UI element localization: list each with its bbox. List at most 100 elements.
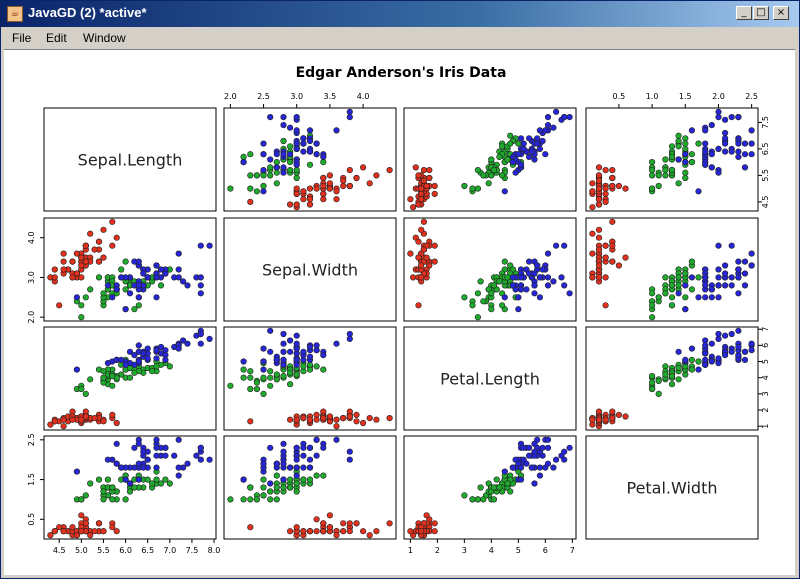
- data-point: [741, 151, 749, 158]
- data-point: [320, 190, 327, 197]
- data-point: [300, 528, 307, 535]
- data-point: [82, 492, 89, 499]
- data-point: [675, 274, 682, 281]
- data-point: [153, 274, 160, 281]
- data-point: [293, 332, 300, 339]
- data-point: [517, 286, 525, 293]
- minimize-button[interactable]: _: [736, 6, 752, 20]
- data-point: [280, 151, 287, 158]
- data-point: [247, 185, 254, 192]
- data-point: [373, 172, 380, 179]
- menu-file[interactable]: File: [12, 31, 32, 45]
- data-point: [507, 132, 514, 139]
- data-point: [293, 480, 300, 487]
- data-point: [715, 242, 722, 249]
- data-point: [346, 448, 353, 455]
- data-point: [100, 290, 107, 297]
- data-point: [702, 350, 709, 357]
- data-point: [721, 352, 729, 359]
- data-point: [386, 520, 393, 527]
- data-point: [313, 347, 320, 354]
- data-point: [320, 472, 327, 479]
- data-point: [267, 382, 274, 389]
- data-point: [741, 270, 749, 277]
- data-point: [346, 413, 353, 420]
- data-point: [293, 190, 300, 197]
- data-point: [126, 488, 134, 495]
- data-point: [113, 286, 120, 293]
- data-point: [175, 464, 182, 471]
- data-point: [609, 242, 616, 249]
- data-point: [47, 421, 54, 428]
- data-point: [287, 464, 294, 471]
- data-point: [122, 361, 129, 368]
- data-point: [525, 135, 533, 142]
- data-point: [595, 201, 603, 208]
- data-point: [415, 238, 422, 245]
- data-point: [423, 182, 430, 190]
- data-point: [197, 340, 204, 347]
- data-point: [104, 476, 111, 483]
- data-point: [496, 153, 503, 160]
- data-point: [197, 290, 204, 297]
- data-point: [306, 201, 314, 208]
- data-point: [280, 348, 287, 355]
- maximize-button[interactable]: □: [753, 6, 769, 20]
- data-point: [602, 198, 609, 205]
- data-point: [353, 520, 360, 527]
- data-point: [280, 440, 287, 447]
- menu-window[interactable]: Window: [83, 31, 126, 45]
- data-point: [688, 366, 696, 373]
- data-point: [280, 169, 287, 176]
- data-point: [300, 444, 307, 451]
- data-point: [95, 238, 103, 245]
- data-point: [306, 464, 314, 471]
- data-point: [287, 528, 294, 535]
- data-point: [748, 151, 755, 158]
- title-bar[interactable]: ☕ JavaGD (2) *active* _ □ ×: [1, 1, 799, 27]
- variable-label: Sepal.Width: [262, 261, 358, 280]
- tick-label: 4.5: [761, 196, 770, 209]
- data-point: [280, 121, 287, 129]
- data-point: [407, 528, 414, 535]
- close-button[interactable]: ×: [773, 6, 789, 20]
- data-point: [82, 258, 89, 265]
- tick-label: 1.0: [646, 92, 659, 101]
- data-point: [708, 294, 715, 301]
- data-point: [520, 140, 527, 147]
- data-point: [87, 230, 94, 237]
- data-point: [589, 274, 596, 281]
- data-point: [175, 436, 182, 443]
- data-point: [735, 266, 742, 273]
- data-point: [91, 246, 98, 253]
- data-point: [589, 204, 596, 211]
- data-point: [675, 180, 682, 187]
- data-point: [735, 258, 742, 265]
- data-point: [695, 358, 702, 365]
- menu-edit[interactable]: Edit: [46, 31, 67, 45]
- data-point: [240, 358, 247, 365]
- data-point: [306, 137, 314, 145]
- data-point: [648, 379, 656, 386]
- data-point: [602, 274, 609, 281]
- data-point: [78, 254, 85, 261]
- data-point: [333, 532, 340, 539]
- data-point: [525, 270, 533, 277]
- data-point: [300, 188, 307, 195]
- data-point: [735, 343, 742, 351]
- data-point: [306, 148, 314, 155]
- data-point: [287, 484, 294, 491]
- data-point: [648, 385, 656, 393]
- data-point: [702, 127, 709, 134]
- data-point: [648, 373, 656, 380]
- data-point: [488, 156, 495, 163]
- data-point: [293, 113, 300, 121]
- data-point: [293, 416, 300, 423]
- data-point: [78, 512, 85, 519]
- data-point: [240, 158, 247, 166]
- data-point: [157, 282, 165, 289]
- data-point: [135, 358, 142, 365]
- data-point: [346, 520, 353, 527]
- data-point: [100, 226, 107, 233]
- data-point: [688, 127, 696, 134]
